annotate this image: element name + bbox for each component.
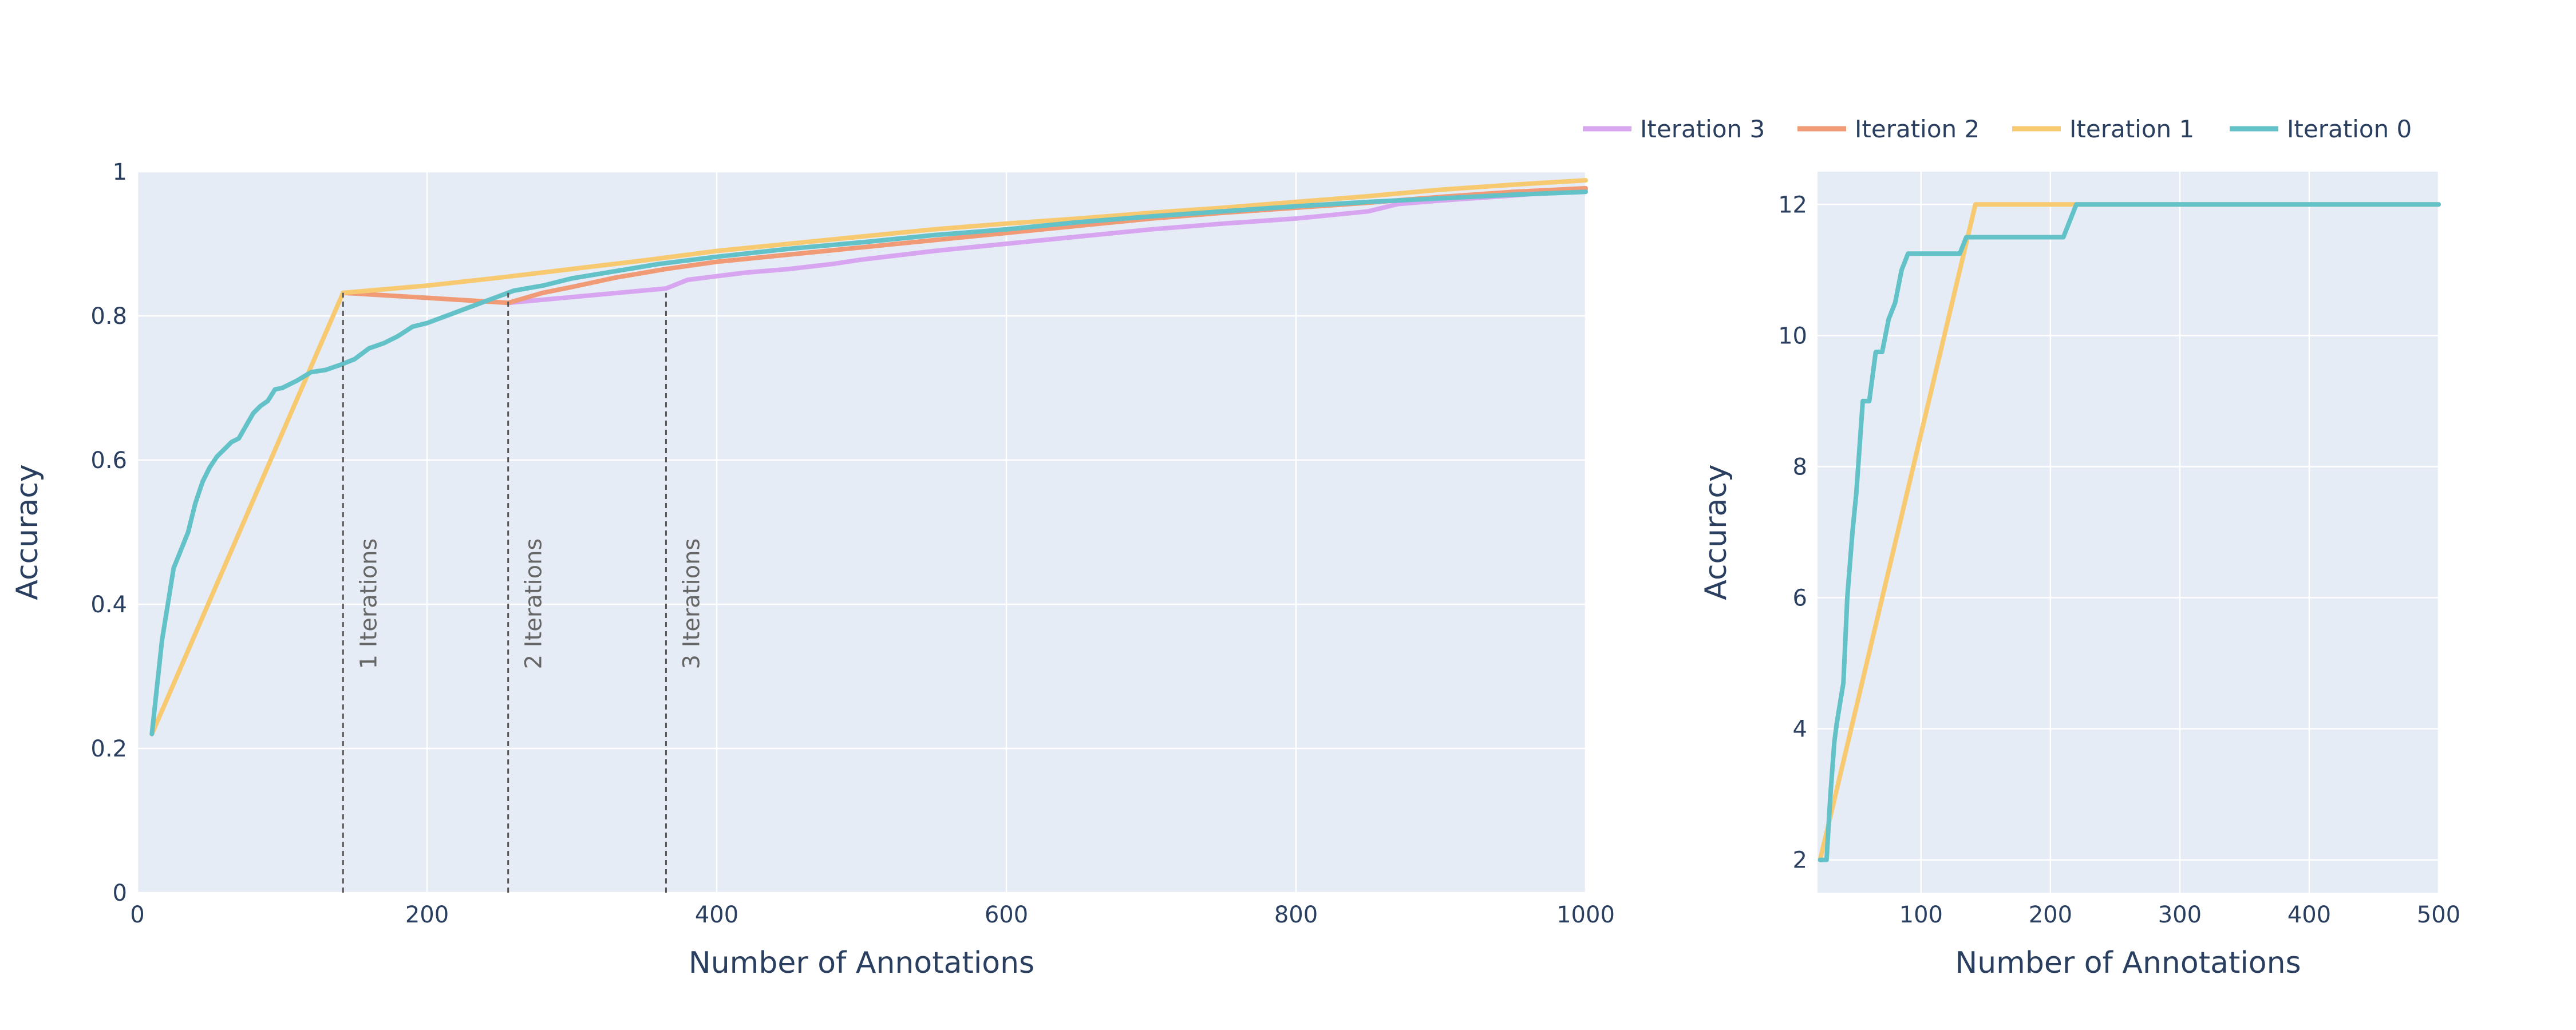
right-series-iteration-0 <box>1818 202 2441 862</box>
legend-label: Iteration 2 <box>1855 115 1980 143</box>
chart-left: 0 200 400 600 800 1000 0 0.2 0.4 0.6 0.8 1 Number of… <box>10 159 1615 980</box>
left-x-axis-title: Number of Annotations <box>689 946 1034 980</box>
chart-right: 100 200 300 400 500 2 4 6 8 10 12 Number of Annotat… <box>1699 172 2460 980</box>
legend-label: Iteration 1 <box>2069 115 2194 143</box>
left-y-tick-label: 1 <box>113 159 127 185</box>
right-y-tick-label: 10 <box>1778 323 1807 349</box>
annotation-label-2-iterations: 2 Iterations <box>521 538 547 670</box>
left-x-tick-label: 400 <box>695 902 738 928</box>
legend: Iteration 3 Iteration 2 Iteration 1 Iterati… <box>1583 115 2412 143</box>
left-x-tick-label: 1000 <box>1556 902 1615 928</box>
left-y-tick-label: 0.4 <box>90 592 127 618</box>
left-x-tick-label: 600 <box>985 902 1028 928</box>
right-y-tick-label: 6 <box>1793 585 1807 612</box>
right-y-tick-label: 4 <box>1793 716 1807 743</box>
left-series-group <box>149 178 1588 736</box>
legend-item-iteration-2[interactable]: Iteration 2 <box>1797 115 1980 143</box>
left-y-axis-title: Accuracy <box>10 464 45 600</box>
right-x-tick-label: 200 <box>2029 902 2072 928</box>
right-x-tick-label: 500 <box>2417 902 2460 928</box>
right-series-group <box>1818 202 2441 862</box>
left-y-tick-label: 0.6 <box>90 447 127 474</box>
left-series-iteration-3 <box>505 187 1588 306</box>
legend-label: Iteration 3 <box>1640 115 1765 143</box>
right-x-tick-label: 100 <box>1899 902 1943 928</box>
right-y-tick-label: 12 <box>1778 192 1807 218</box>
left-y-tick-label: 0.2 <box>90 736 127 762</box>
legend-label: Iteration 0 <box>2287 115 2412 143</box>
left-x-tick-label: 200 <box>405 902 449 928</box>
right-x-tick-label: 400 <box>2287 902 2331 928</box>
right-y-axis-title: Accuracy <box>1699 464 1733 600</box>
right-x-tick-label: 300 <box>2158 902 2202 928</box>
annotation-label-3-iterations: 3 Iterations <box>678 538 705 670</box>
legend-item-iteration-0[interactable]: Iteration 0 <box>2230 115 2412 143</box>
right-y-tick-label: 8 <box>1793 454 1807 480</box>
left-series-iteration-0 <box>149 189 1588 736</box>
left-plot-area <box>137 172 1586 893</box>
left-y-tick-label: 0 <box>113 880 127 906</box>
left-y-tick-label: 0.8 <box>90 303 127 330</box>
legend-item-iteration-1[interactable]: Iteration 1 <box>2012 115 2194 143</box>
annotation-label-1-iterations: 1 Iterations <box>355 538 382 670</box>
left-series-iteration-1 <box>149 178 1588 736</box>
left-grid <box>136 171 1587 894</box>
left-x-tick-label: 0 <box>130 902 144 928</box>
right-y-tick-label: 2 <box>1793 847 1807 874</box>
legend-item-iteration-3[interactable]: Iteration 3 <box>1583 115 1765 143</box>
right-plot-area <box>1818 172 2439 893</box>
left-x-tick-label: 800 <box>1274 902 1318 928</box>
right-x-axis-title: Number of Annotations <box>1955 946 2301 980</box>
